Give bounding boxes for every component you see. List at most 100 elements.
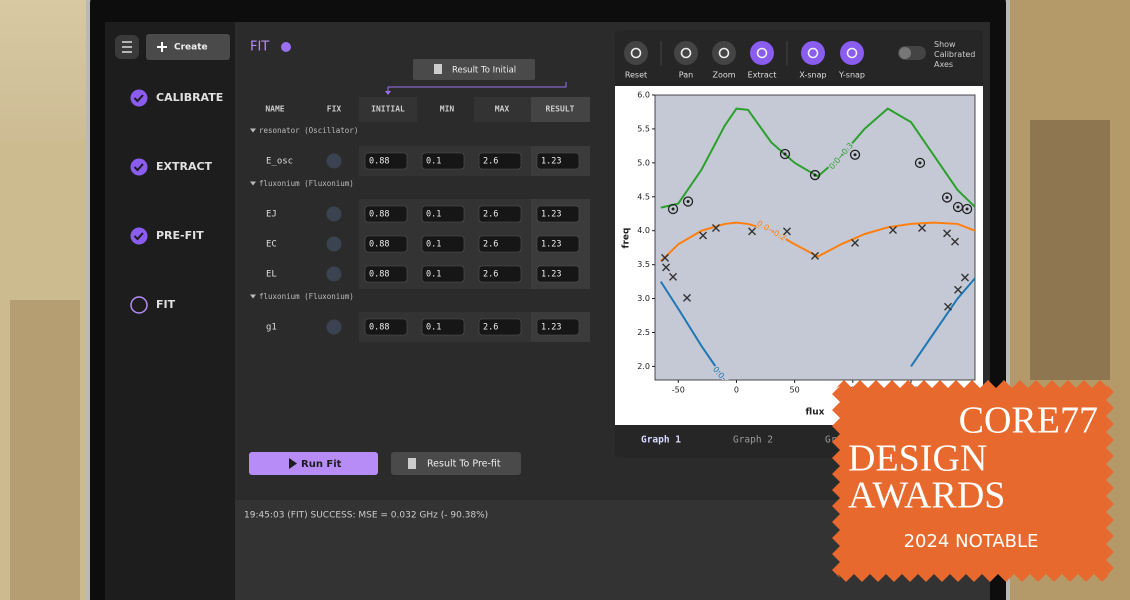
copy-icon xyxy=(434,64,442,74)
param-value[interactable]: 0.1 xyxy=(426,270,441,280)
param-input[interactable] xyxy=(536,318,580,336)
param-value[interactable]: 2.6 xyxy=(483,210,498,220)
column-header: INITIAL xyxy=(371,105,405,114)
param-value[interactable]: 0.88 xyxy=(369,240,389,250)
param-value[interactable]: 2.6 xyxy=(483,323,498,333)
param-input[interactable] xyxy=(421,152,465,170)
param-value[interactable]: 2.6 xyxy=(483,157,498,167)
y-tick-label: 5.5 xyxy=(637,124,650,133)
param-input[interactable] xyxy=(536,205,580,223)
x-tick-label: 50 xyxy=(790,386,800,395)
param-input[interactable] xyxy=(421,318,465,336)
param-input[interactable] xyxy=(421,235,465,253)
step-label[interactable]: FIT xyxy=(156,298,176,311)
fix-toggle[interactable] xyxy=(326,206,342,222)
create-label[interactable]: Create xyxy=(174,43,208,53)
param-input[interactable] xyxy=(478,235,522,253)
param-value[interactable]: 1.23 xyxy=(541,210,561,220)
y-tick-label: 2.5 xyxy=(637,328,650,337)
tool-label[interactable]: Zoom xyxy=(712,71,735,80)
collapse-triangle[interactable] xyxy=(250,128,256,133)
fix-toggle[interactable] xyxy=(326,319,342,335)
run-fit-label[interactable]: Run Fit xyxy=(301,459,342,470)
run-fit-button[interactable] xyxy=(249,452,378,475)
param-input[interactable] xyxy=(478,205,522,223)
param-input[interactable] xyxy=(478,318,522,336)
tool-label[interactable]: Pan xyxy=(679,71,693,80)
column-header-bg xyxy=(359,97,417,122)
param-input[interactable] xyxy=(364,152,408,170)
step-pending-icon xyxy=(130,296,148,314)
param-input[interactable] xyxy=(364,318,408,336)
param-input[interactable] xyxy=(536,265,580,283)
collapse-triangle[interactable] xyxy=(250,181,256,186)
param-input[interactable] xyxy=(536,235,580,253)
param-input[interactable] xyxy=(478,152,522,170)
param-input[interactable] xyxy=(478,265,522,283)
graph-tab[interactable]: Graph 2 xyxy=(733,435,773,446)
param-value[interactable]: 0.1 xyxy=(426,210,441,220)
toggle-label[interactable]: Show Calibrated Axes xyxy=(934,40,975,69)
graph-tab[interactable]: Graph 1 xyxy=(641,435,681,446)
group-label: fluxonium (Fluxonium) xyxy=(259,179,354,188)
param-value[interactable]: 2.6 xyxy=(483,240,498,250)
tool-label[interactable]: Reset xyxy=(625,71,647,80)
param-value[interactable]: 1.23 xyxy=(541,157,561,167)
column-header: RESULT xyxy=(546,105,575,114)
tool-icon xyxy=(807,47,819,59)
param-value[interactable]: 1.23 xyxy=(541,270,561,280)
param-value[interactable]: 0.88 xyxy=(369,157,389,167)
param-input[interactable] xyxy=(364,205,408,223)
plot-frame xyxy=(654,94,976,381)
param-value[interactable]: 0.88 xyxy=(369,323,389,333)
cross-point xyxy=(918,224,927,232)
tool-button[interactable] xyxy=(712,41,736,65)
param-value[interactable]: 0.1 xyxy=(426,240,441,250)
fix-toggle[interactable] xyxy=(326,266,342,282)
tool-label[interactable]: Extract xyxy=(748,71,777,80)
tool-label[interactable]: X-snap xyxy=(799,71,826,80)
tool-button[interactable] xyxy=(624,41,648,65)
fix-toggle[interactable] xyxy=(326,236,342,252)
param-value[interactable]: 0.1 xyxy=(426,157,441,167)
param-name: EJ xyxy=(266,210,277,220)
circle-point-dot xyxy=(671,207,675,211)
y-tick-label: 3.5 xyxy=(637,260,650,269)
param-value[interactable]: 2.6 xyxy=(483,270,498,280)
tool-button[interactable] xyxy=(750,41,774,65)
result-to-initial-button[interactable] xyxy=(413,59,535,80)
result-to-prefit-label[interactable]: Result To Pre-fit xyxy=(427,459,501,470)
result-to-prefit-button[interactable] xyxy=(391,452,521,475)
param-input[interactable] xyxy=(364,235,408,253)
param-value[interactable]: 0.88 xyxy=(369,270,389,280)
collapse-triangle[interactable] xyxy=(250,294,256,299)
param-value[interactable]: 1.23 xyxy=(541,240,561,250)
result-to-initial-label[interactable]: Result To Initial xyxy=(452,66,516,76)
param-input[interactable] xyxy=(421,205,465,223)
circle-point-ring xyxy=(961,203,973,215)
param-value[interactable]: 1.23 xyxy=(541,323,561,333)
transfer-bracket xyxy=(387,82,567,93)
badge-line: DESIGN xyxy=(848,438,987,480)
series-line xyxy=(659,277,975,380)
cross-point xyxy=(851,238,860,247)
tool-button[interactable] xyxy=(840,41,864,65)
param-value[interactable]: 0.88 xyxy=(369,210,389,220)
badge-line: 2024 NOTABLE xyxy=(904,531,1039,552)
check-mark xyxy=(133,163,144,172)
circle-point xyxy=(849,149,861,160)
tool-button[interactable] xyxy=(801,41,825,65)
param-input[interactable] xyxy=(364,265,408,283)
step-label[interactable]: EXTRACT xyxy=(156,160,213,173)
param-input[interactable] xyxy=(421,265,465,283)
circle-point-dot xyxy=(945,195,949,199)
step-label[interactable]: PRE-FIT xyxy=(156,229,204,242)
step-label[interactable]: CALIBRATE xyxy=(156,91,223,104)
fix-toggle[interactable] xyxy=(326,153,342,169)
param-input[interactable] xyxy=(536,152,580,170)
tool-button[interactable] xyxy=(674,41,698,65)
circle-point xyxy=(941,192,953,203)
param-value[interactable]: 0.1 xyxy=(426,323,441,333)
create-button[interactable] xyxy=(146,34,230,60)
tool-label[interactable]: Y-snap xyxy=(838,71,865,80)
